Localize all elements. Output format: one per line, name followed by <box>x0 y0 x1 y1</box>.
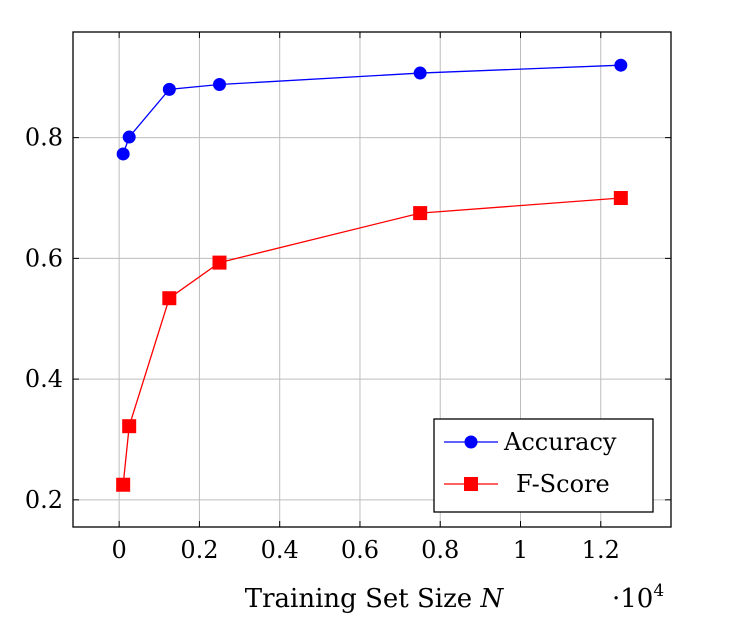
legend: Accuracy F-Score <box>433 418 654 513</box>
legend-label-f-score: F-Score <box>516 470 610 498</box>
x-axis-title: Training Set Size N <box>245 584 505 614</box>
data-point-accuracy <box>212 78 226 92</box>
x-tick-label: 0 <box>112 536 127 564</box>
legend-marker-accuracy <box>464 435 478 449</box>
series-f-score <box>116 191 628 492</box>
x-tick-label: 1.2 <box>582 536 620 564</box>
x-tick-label: 0.4 <box>261 536 299 564</box>
series-line-f-score <box>122 197 621 485</box>
grid <box>73 32 671 527</box>
data-point-f-score <box>613 191 628 206</box>
x-tick-label: 1 <box>513 536 528 564</box>
x-axis-multiplier-exponent: 4 <box>653 581 664 601</box>
y-tick-label: 0.2 <box>25 486 63 514</box>
plot-frame <box>72 31 672 528</box>
y-tick-label: 0.4 <box>25 365 63 393</box>
y-tick-labels: 0.2 0.4 0.6 0.8 <box>25 124 63 514</box>
legend-item-f-score: F-Score <box>444 470 610 498</box>
x-tick-label: 0.8 <box>421 536 459 564</box>
x-tick-label: 0.6 <box>341 536 379 564</box>
legend-item-accuracy: Accuracy <box>444 428 617 456</box>
data-point-accuracy <box>116 147 130 161</box>
data-point-f-score <box>413 206 428 221</box>
y-tick-label: 0.8 <box>25 124 63 152</box>
data-point-f-score <box>212 255 227 270</box>
x-axis-variable: N <box>479 584 504 614</box>
data-point-accuracy <box>122 130 136 144</box>
y-tick-label: 0.6 <box>25 244 63 272</box>
data-point-f-score <box>162 291 177 306</box>
legend-marker-f-score <box>464 477 478 491</box>
data-point-accuracy <box>413 66 427 80</box>
tick-marks <box>73 32 671 527</box>
x-tick-label: 0.2 <box>180 536 218 564</box>
data-point-accuracy <box>614 58 628 72</box>
x-tick-labels: 0 0.2 0.4 0.6 0.8 1 1.2 <box>112 536 620 564</box>
data-point-f-score <box>116 477 131 492</box>
x-axis-multiplier: ·104 <box>612 581 664 614</box>
series-accuracy <box>116 58 628 161</box>
series-line-accuracy <box>122 64 621 155</box>
legend-box <box>433 418 654 513</box>
legend-label-accuracy: Accuracy <box>503 428 617 456</box>
data-point-accuracy <box>162 82 176 96</box>
data-point-f-score <box>122 419 137 434</box>
series-layer <box>116 58 628 492</box>
